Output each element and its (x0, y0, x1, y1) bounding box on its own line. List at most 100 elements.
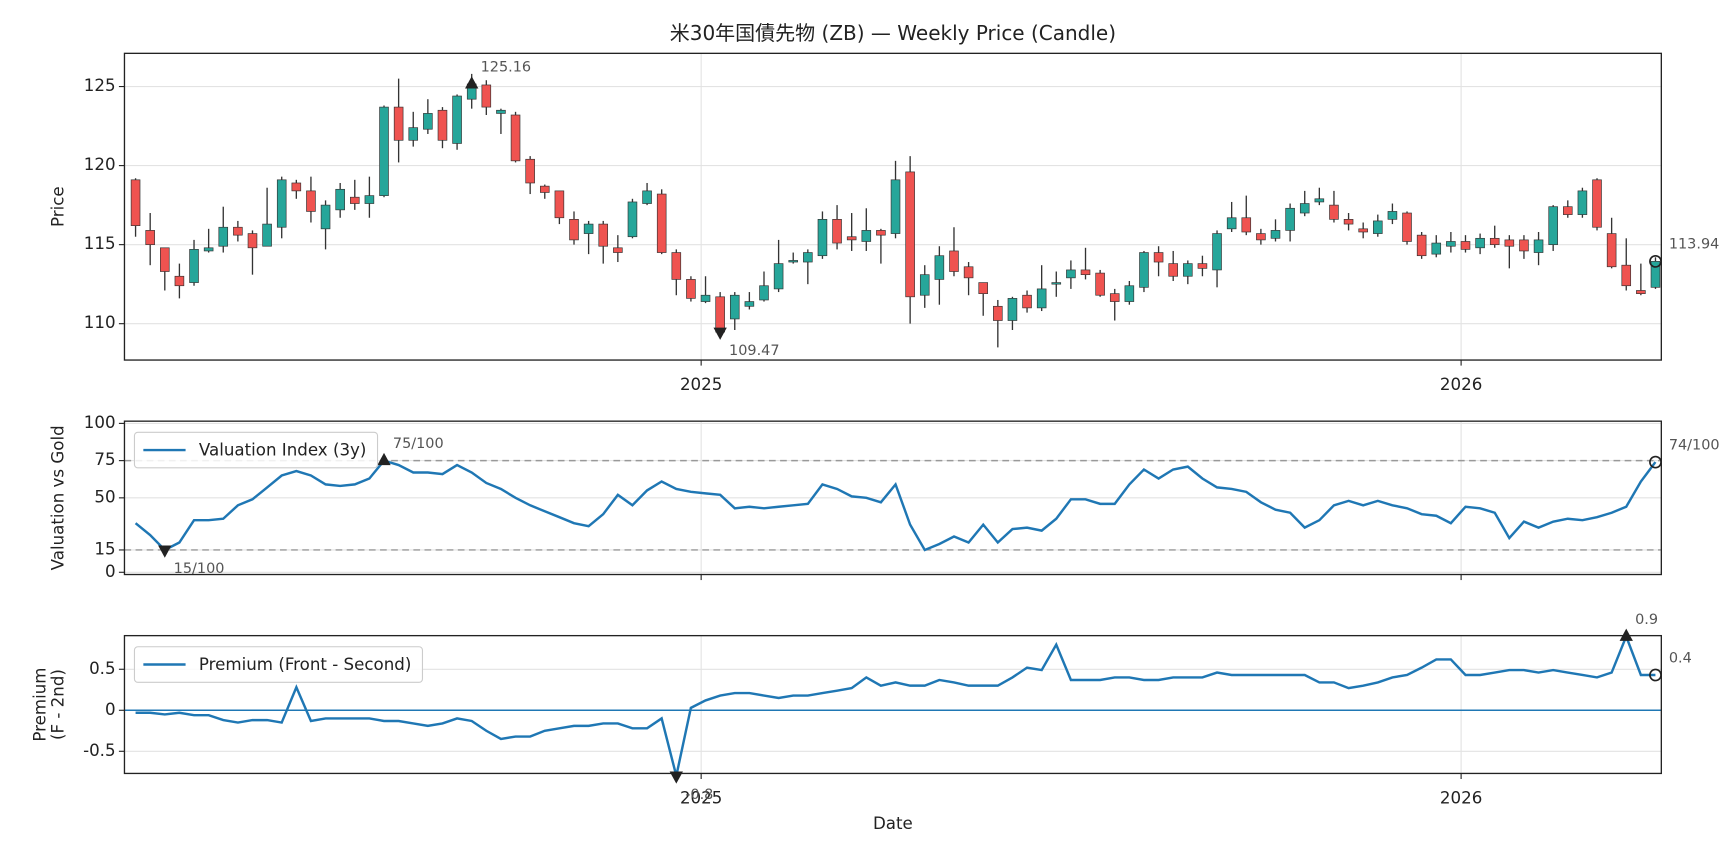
candle-body (262, 223, 272, 247)
candle-body (1650, 261, 1661, 288)
candle-body (583, 223, 594, 234)
candle-body (1548, 206, 1558, 245)
candle-body (642, 190, 652, 204)
annotation: 125.16 (481, 59, 532, 75)
min-marker (713, 327, 727, 340)
candle-body (1563, 206, 1573, 215)
candle-body (803, 252, 813, 263)
candle-body (1475, 237, 1485, 249)
candle-body (1621, 264, 1632, 287)
annotation: 75/100 (393, 436, 444, 452)
candle-body (130, 179, 141, 226)
candle-body (656, 193, 667, 253)
candle-body (1095, 272, 1105, 296)
x-tick-label: 2026 (1440, 375, 1482, 394)
annotation: 0.4 (1669, 650, 1692, 666)
chart-title: 米30年国債先物 (ZB) — Weekly Price (Candle) (670, 21, 1116, 45)
candle-body (1460, 241, 1471, 250)
candle-body (1139, 252, 1149, 288)
candle-body (1007, 298, 1018, 321)
annotation: 109.47 (729, 343, 780, 359)
candle-body (1256, 233, 1266, 241)
candle-body (1197, 263, 1208, 269)
y-axis-label: Price (48, 186, 67, 227)
y-tick-label: 0 (105, 700, 116, 719)
candle-body (1168, 263, 1178, 277)
candle-body (1446, 241, 1456, 247)
candle-body (905, 171, 915, 298)
candle-body (861, 230, 872, 242)
legend-box (133, 646, 424, 683)
candle-body (993, 305, 1003, 321)
candle-body (189, 249, 199, 283)
candle-body (1373, 220, 1383, 234)
candle-body (554, 190, 565, 219)
candle-body (1080, 269, 1091, 276)
candle-body (1066, 269, 1076, 279)
candle-body (218, 226, 229, 247)
candle-body (1606, 233, 1617, 268)
candle-body (1109, 293, 1120, 302)
candle-body (1416, 234, 1427, 257)
candle-body (876, 230, 886, 236)
candle-body (276, 179, 287, 228)
candle-body (1299, 203, 1310, 214)
candle-body (437, 109, 448, 141)
y-axis-label: Valuation vs Gold (48, 425, 67, 570)
candle-body (364, 195, 375, 204)
candle-body (671, 252, 682, 280)
candle-body (1533, 239, 1544, 253)
candle-body (174, 275, 185, 287)
candle-body (1402, 212, 1412, 242)
candle-body (1036, 288, 1047, 309)
y-tick-label: 120 (84, 155, 116, 174)
candle-body (598, 223, 609, 247)
candle-body (1270, 230, 1281, 239)
candle-body (203, 247, 214, 252)
candle-body (1343, 219, 1354, 225)
candle-body (539, 185, 550, 193)
candle-body (1504, 239, 1515, 247)
line-series (134, 459, 1657, 552)
candle-body (832, 219, 842, 244)
candle-body (729, 294, 740, 320)
candle-body (627, 201, 638, 238)
candle-body (1636, 290, 1646, 294)
plot-frame (123, 420, 1662, 576)
candle-body (393, 106, 404, 141)
y-tick-label: 0.5 (89, 659, 116, 678)
candle-body (686, 279, 696, 299)
candle-body (1124, 285, 1135, 302)
candle-body (978, 282, 988, 294)
candle-body (1358, 228, 1368, 233)
candle-body (890, 179, 901, 234)
legend-label: Valuation Index (3y) (199, 441, 367, 460)
candle-body (817, 219, 828, 257)
legend-box (133, 431, 379, 469)
candle-body (700, 294, 711, 302)
line-series (135, 633, 1656, 777)
candle-body (423, 113, 433, 130)
max-marker (377, 452, 391, 466)
candle-body (773, 263, 784, 290)
y-tick-label: 110 (84, 313, 116, 332)
candle-body (160, 247, 170, 272)
candle-body (481, 84, 492, 108)
candle-body (379, 106, 389, 196)
x-tick-label: 2026 (1440, 788, 1482, 807)
y-tick-label: 115 (84, 234, 116, 253)
candle-body (1183, 263, 1193, 277)
candle-body (510, 114, 521, 162)
candle-body (1592, 179, 1602, 228)
candle-body (1022, 294, 1032, 309)
candle-body (408, 127, 419, 141)
candle-body (1051, 282, 1062, 285)
candle-body (1329, 204, 1339, 220)
candle-body (715, 296, 725, 333)
candle-body (1577, 190, 1588, 215)
candle-body (934, 255, 945, 280)
candle-body (233, 226, 243, 236)
candle-body (1153, 252, 1164, 263)
candle-body (1212, 233, 1222, 271)
candle-body (613, 247, 623, 253)
